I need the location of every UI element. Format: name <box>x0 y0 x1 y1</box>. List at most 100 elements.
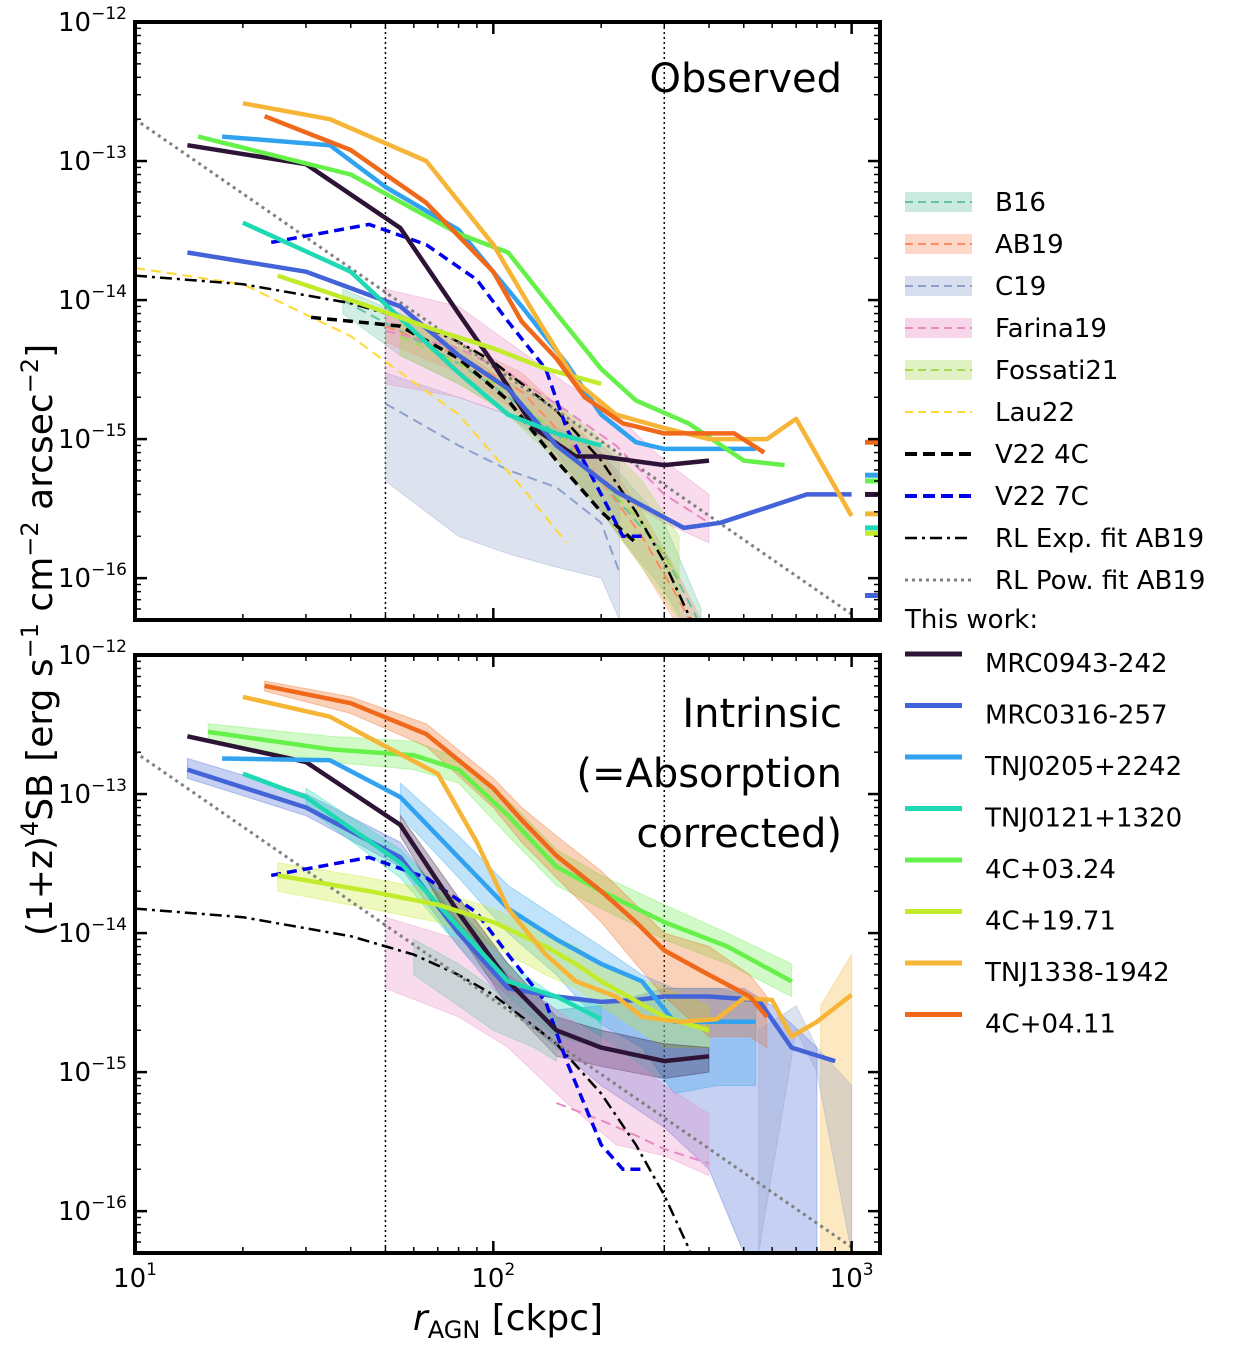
legend-label: Farina19 <box>995 314 1107 344</box>
band-tnj1338-1942 <box>820 952 853 1253</box>
y-tick-label: 10−15 <box>58 1054 127 1088</box>
series-4c-04-11 <box>263 114 766 455</box>
tick-exponent: −14 <box>91 282 127 302</box>
series-tnj1338-1942 <box>242 101 854 518</box>
tick-exponent: −16 <box>91 1193 127 1213</box>
legend-label: MRC0316-257 <box>985 701 1168 731</box>
tick-exponent: −16 <box>91 560 127 580</box>
series-tnj0121-1320 <box>241 220 602 448</box>
x-axis-label: rAGN [ckpc] <box>413 1298 603 1344</box>
series-4c-19-71 <box>277 873 710 1033</box>
tick-base: 10 <box>58 780 91 810</box>
legend-entry-tnj1338-1942: TNJ1338-1942 <box>905 958 1170 988</box>
legend-entry-v22-4c: V22 4C <box>905 440 1089 470</box>
legend-entry-tnj0121-1320: TNJ0121+1320 <box>905 804 1182 834</box>
panel-title-line: Intrinsic <box>682 691 842 737</box>
tick-exponent: 2 <box>504 1260 515 1280</box>
y-tick-label: 10−15 <box>58 421 127 455</box>
y-tick-label: 10−13 <box>58 776 127 810</box>
y-tick-label: 10−13 <box>58 143 127 177</box>
series-v22-7c <box>270 855 642 1172</box>
y-tick-label: 10−14 <box>58 282 127 316</box>
legend-label: TNJ1338-1942 <box>984 958 1170 988</box>
legend-label: C19 <box>995 272 1046 302</box>
tick-base: 10 <box>58 641 91 671</box>
legend-label: RL Pow. fit AB19 <box>995 566 1205 596</box>
observed-plot-area <box>135 22 854 620</box>
legend-entry-fossati21: Fossati21 <box>905 356 1118 386</box>
series-tnj0121-1320 <box>242 771 603 1022</box>
x-tick-label: 101 <box>113 1260 157 1294</box>
tick-base: 10 <box>58 1058 91 1088</box>
series-v22-4c <box>310 315 638 545</box>
legend-entry-c19: C19 <box>905 272 1046 302</box>
tick-exponent: −15 <box>91 1054 127 1074</box>
tick-exponent: −13 <box>91 776 127 796</box>
legend-entry-v22-7c: V22 7C <box>905 482 1089 512</box>
series-mrc0316-257 <box>187 250 852 531</box>
legend-entry-4c-04-11: 4C+04.11 <box>905 1010 1116 1040</box>
x-tick-label: 103 <box>830 1260 874 1294</box>
series-4c-03-24 <box>197 134 785 468</box>
legend-label: RL Exp. fit AB19 <box>995 524 1204 554</box>
tick-exponent: −12 <box>91 637 127 657</box>
legend-entry-farina19: Farina19 <box>905 314 1107 344</box>
legend-entry-mrc0316-257: MRC0316-257 <box>905 701 1168 731</box>
legend-label: TNJ0205+2242 <box>984 752 1182 782</box>
legend-label: 4C+19.71 <box>985 907 1116 937</box>
legend-entry-b16: B16 <box>905 188 1046 218</box>
panel-title-line: Observed <box>650 56 842 102</box>
y-tick-label: 10−16 <box>58 560 127 594</box>
tick-exponent: 1 <box>146 1260 157 1280</box>
band-mrc0316-257 <box>186 757 818 1253</box>
legend-label: V22 7C <box>995 482 1089 512</box>
y-tick-label: 10−14 <box>58 915 127 949</box>
tick-exponent: −14 <box>91 915 127 935</box>
tick-base: 10 <box>471 1264 504 1294</box>
series-c19 <box>385 402 621 573</box>
legend-entry-ab19: AB19 <box>905 230 1064 260</box>
legend-label: Fossati21 <box>995 356 1118 386</box>
intrinsic-panel-title: Intrinsic (=Absorption corrected) <box>576 691 842 857</box>
legend-this-work-header: This work: <box>904 605 1038 635</box>
panel-title-line: (=Absorption <box>576 751 842 797</box>
x-tick-label: 102 <box>471 1260 515 1294</box>
tick-base: 10 <box>830 1264 863 1294</box>
y-axis-label: (1+z)4SB [erg s−1 cm−2 arcsec−2] <box>16 344 61 936</box>
series-v22-7c <box>270 222 642 539</box>
legend-label: V22 4C <box>995 440 1089 470</box>
tick-exponent: −15 <box>91 421 127 441</box>
legend-entry-4c-03-24: 4C+03.24 <box>905 855 1116 885</box>
tick-base: 10 <box>58 564 91 594</box>
y-tick-label: 10−12 <box>58 637 127 671</box>
tick-base: 10 <box>113 1264 146 1294</box>
legend-label: AB19 <box>995 230 1064 260</box>
legend-label: Lau22 <box>995 398 1075 428</box>
tick-base: 10 <box>58 919 91 949</box>
tick-exponent: −12 <box>91 4 127 24</box>
tick-base: 10 <box>58 8 91 38</box>
series-lau22 <box>135 267 568 544</box>
intrinsic-plot-area <box>135 655 853 1253</box>
series-farina19 <box>385 329 710 524</box>
series-4c-04-11 <box>264 683 769 1019</box>
tick-base: 10 <box>58 147 91 177</box>
tick-exponent: −13 <box>91 143 127 163</box>
series-rl-pow-fit-ab19 <box>135 750 853 1249</box>
legend-entry-tnj0205-2242: TNJ0205+2242 <box>905 752 1182 782</box>
observed-ticks <box>133 20 880 621</box>
tick-base: 10 <box>58 425 91 455</box>
legend-label: TNJ0121+1320 <box>984 804 1182 834</box>
legend-label: MRC0943-242 <box>985 649 1168 679</box>
band-4c-04-11 <box>264 680 768 1049</box>
legend-label: 4C+04.11 <box>985 1010 1116 1040</box>
legend-entry-rl-exp-fit-ab19: RL Exp. fit AB19 <box>905 524 1204 554</box>
series-4c-03-24 <box>207 729 793 984</box>
intrinsic-ticks <box>133 653 880 1254</box>
band-b16 <box>413 938 557 1062</box>
tick-exponent: 3 <box>863 1260 874 1280</box>
legend-entry-rl-pow-fit-ab19: RL Pow. fit AB19 <box>905 566 1205 596</box>
